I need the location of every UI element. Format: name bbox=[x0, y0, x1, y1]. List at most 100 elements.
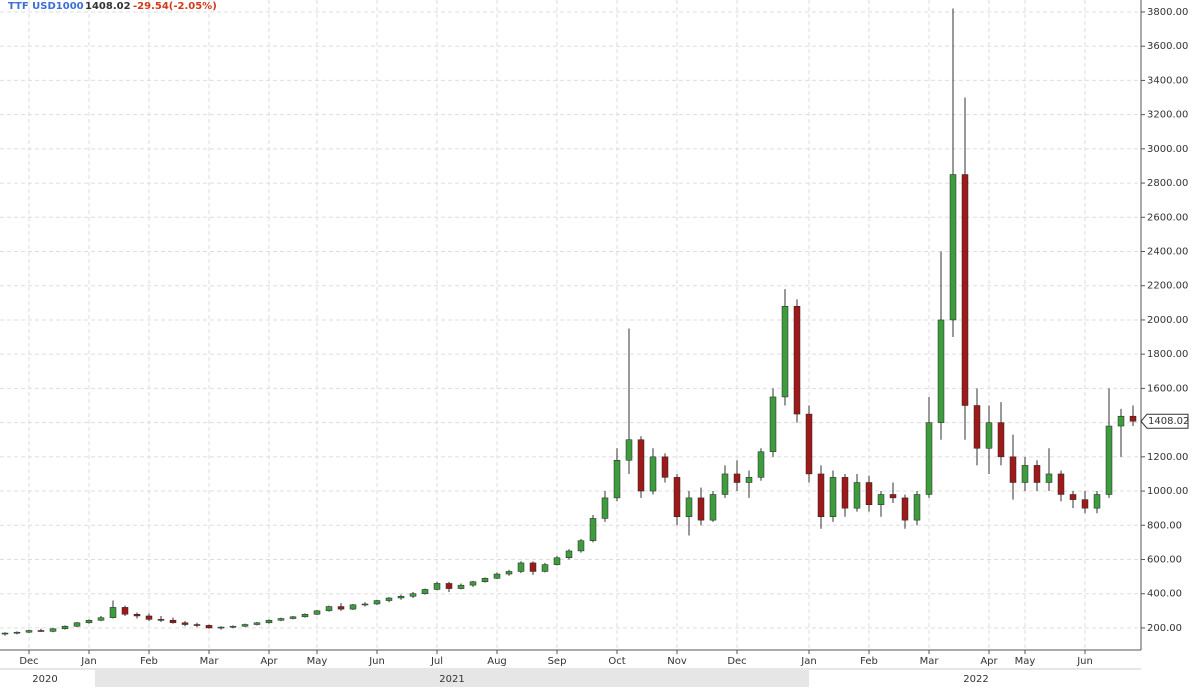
x-tick-label: Aug bbox=[487, 656, 507, 667]
candle-body bbox=[877, 494, 885, 505]
candle-body bbox=[625, 439, 633, 461]
candle-body bbox=[757, 451, 765, 478]
candle-body bbox=[937, 319, 945, 423]
y-tick-label: 3400.00 bbox=[1147, 75, 1188, 86]
x-tick-label: Feb bbox=[860, 656, 878, 667]
candle-body bbox=[421, 589, 429, 594]
x-tick-label: May bbox=[307, 656, 328, 667]
y-tick-label: 3800.00 bbox=[1147, 7, 1188, 18]
year-band bbox=[811, 670, 1141, 687]
candle-body bbox=[97, 617, 105, 621]
candle-body bbox=[277, 618, 285, 621]
candle-body bbox=[505, 571, 513, 575]
x-tick-label: Apr bbox=[980, 656, 998, 667]
x-tick-label: Jun bbox=[368, 656, 385, 667]
candle-body bbox=[325, 606, 333, 612]
candle-body bbox=[577, 540, 585, 552]
candle-body bbox=[889, 494, 897, 499]
candle-body bbox=[781, 306, 789, 398]
y-tick-label: 2600.00 bbox=[1147, 212, 1188, 223]
candle-body bbox=[145, 615, 153, 620]
candle-body bbox=[517, 562, 525, 572]
y-tick-label: 3600.00 bbox=[1147, 41, 1188, 52]
candle-body bbox=[673, 477, 681, 517]
candle-body bbox=[1045, 473, 1053, 483]
candle-body bbox=[1129, 415, 1137, 422]
x-tick-label: Apr bbox=[260, 656, 278, 667]
candle-body bbox=[481, 578, 489, 582]
y-tick-label: 2000.00 bbox=[1147, 315, 1188, 326]
candle-body bbox=[229, 625, 237, 628]
y-tick-label: 600.00 bbox=[1147, 554, 1182, 565]
candle-body bbox=[397, 596, 405, 599]
candle-body bbox=[853, 482, 861, 509]
x-tick-label: Sep bbox=[548, 656, 567, 667]
x-tick-label: Feb bbox=[140, 656, 158, 667]
candle-body bbox=[745, 477, 753, 483]
candle-body bbox=[25, 630, 33, 633]
x-tick-label: Jun bbox=[1076, 656, 1093, 667]
candle-body bbox=[1033, 465, 1041, 483]
candle-body bbox=[865, 482, 873, 505]
y-tick-label: 3000.00 bbox=[1147, 144, 1188, 155]
candle-body bbox=[985, 422, 993, 449]
candle-body bbox=[709, 494, 717, 521]
candle-body bbox=[1057, 473, 1065, 495]
candle-body bbox=[457, 584, 465, 589]
candle-body bbox=[361, 603, 369, 606]
candle-body bbox=[949, 174, 957, 321]
candle-body bbox=[205, 625, 213, 629]
candle-body bbox=[169, 619, 177, 624]
y-tick-label: 2800.00 bbox=[1147, 178, 1188, 189]
candle-body bbox=[433, 583, 441, 590]
y-tick-label: 400.00 bbox=[1147, 589, 1182, 600]
y-tick-label: 1200.00 bbox=[1147, 452, 1188, 463]
year-label: 2021 bbox=[439, 674, 464, 685]
candle-body bbox=[901, 497, 909, 521]
x-tick-label: Jul bbox=[430, 656, 443, 667]
candle-body bbox=[241, 624, 249, 627]
candle-body bbox=[697, 497, 705, 521]
candle-body bbox=[13, 631, 21, 634]
candle-body bbox=[373, 600, 381, 605]
x-tick-label: Jan bbox=[800, 656, 816, 667]
candle-body bbox=[313, 610, 321, 615]
last-price-label: 1408.02 bbox=[1148, 416, 1189, 427]
candle-body bbox=[217, 626, 225, 629]
last-price: 1408.02 bbox=[85, 1, 131, 12]
candle-body bbox=[589, 518, 597, 541]
candle-body bbox=[1093, 494, 1101, 509]
candle-body bbox=[289, 616, 297, 619]
y-tick-label: 1000.00 bbox=[1147, 486, 1188, 497]
candle-body bbox=[61, 625, 69, 630]
change: -29.54(-2.05%) bbox=[133, 1, 217, 12]
candle-body bbox=[685, 497, 693, 517]
candle-body bbox=[133, 613, 141, 617]
candle-body bbox=[565, 550, 573, 559]
y-tick-label: 2200.00 bbox=[1147, 281, 1188, 292]
candle-body bbox=[769, 396, 777, 452]
y-tick-label: 2400.00 bbox=[1147, 247, 1188, 258]
candle-body bbox=[253, 622, 261, 625]
candle-body bbox=[337, 606, 345, 610]
candle-body bbox=[73, 622, 81, 627]
candle-body bbox=[661, 456, 669, 478]
candle-body bbox=[37, 630, 45, 632]
year-band bbox=[95, 670, 809, 687]
candle-body bbox=[181, 622, 189, 625]
y-tick-label: 3200.00 bbox=[1147, 110, 1188, 121]
candle-body bbox=[1021, 465, 1029, 483]
y-tick-label: 1800.00 bbox=[1147, 349, 1188, 360]
candle-body bbox=[925, 422, 933, 495]
candle-body bbox=[385, 597, 393, 601]
year-band bbox=[0, 670, 93, 687]
y-tick-label: 200.00 bbox=[1147, 623, 1182, 634]
candle-body bbox=[613, 460, 621, 499]
year-label: 2022 bbox=[963, 674, 988, 685]
candle-body bbox=[493, 573, 501, 579]
candle-body bbox=[121, 607, 129, 615]
x-tick-label: May bbox=[1015, 656, 1036, 667]
candle-body bbox=[469, 581, 477, 586]
candle-body bbox=[193, 624, 201, 626]
